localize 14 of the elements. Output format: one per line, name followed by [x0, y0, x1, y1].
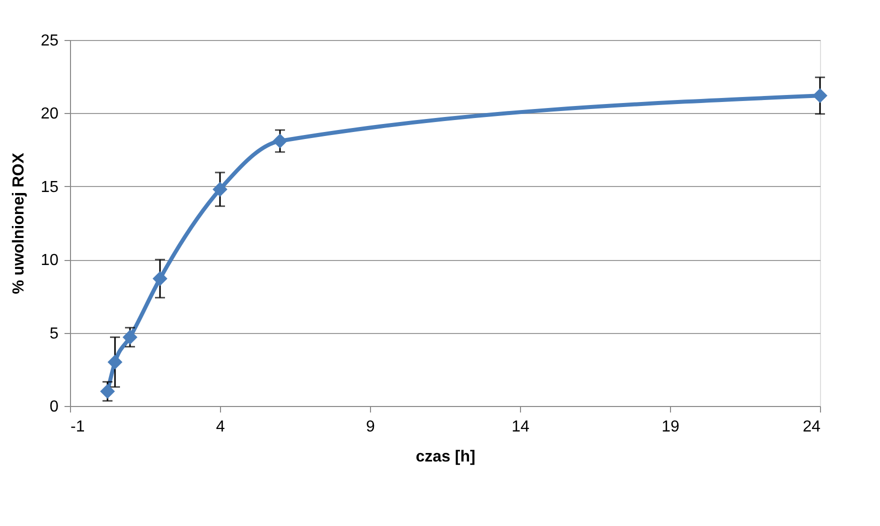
y-tick-label: 25 — [40, 32, 59, 50]
y-axis-title: % uwolnionej ROX — [10, 152, 28, 294]
x-tick-label: 9 — [366, 418, 376, 436]
x-tick-label: 24 — [802, 418, 821, 436]
x-tick-label: 19 — [662, 418, 680, 436]
x-axis-title: czas [h] — [416, 448, 476, 466]
x-tick-label: 4 — [216, 418, 226, 436]
y-tick-label: 10 — [40, 252, 59, 270]
y-tick-label: 0 — [50, 398, 59, 416]
x-tick-label: -1 — [70, 418, 85, 436]
y-tick-label: 15 — [40, 178, 59, 196]
x-tick-label: 14 — [512, 418, 530, 436]
y-tick-label: 5 — [50, 325, 59, 342]
y-tick-label: 20 — [40, 106, 59, 123]
